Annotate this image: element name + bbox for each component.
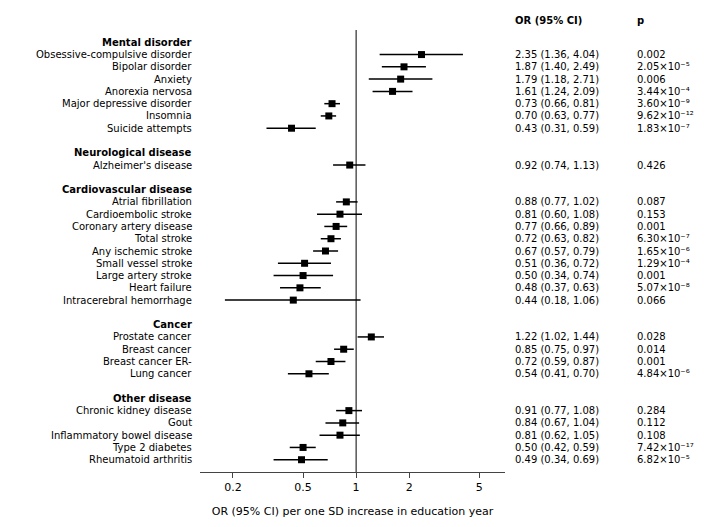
svg-text:1.22 (1.02, 1.44): 1.22 (1.02, 1.44) [515, 331, 599, 342]
svg-text:Other disease: Other disease [113, 393, 192, 404]
svg-text:0.81 (0.60, 1.08): 0.81 (0.60, 1.08) [515, 209, 599, 220]
svg-text:0.284: 0.284 [637, 405, 666, 416]
svg-text:OR (95% CI) per one SD increas: OR (95% CI) per one SD increase in educa… [212, 505, 494, 518]
svg-text:Large artery stroke: Large artery stroke [96, 270, 192, 281]
svg-text:Intracerebral hemorrhage: Intracerebral hemorrhage [63, 295, 192, 306]
svg-text:2.35 (1.36, 4.04): 2.35 (1.36, 4.04) [515, 49, 599, 60]
svg-text:Alzheimer's disease: Alzheimer's disease [93, 160, 192, 171]
svg-text:0.43 (0.31, 0.59): 0.43 (0.31, 0.59) [515, 123, 599, 134]
svg-text:4.84×10⁻⁶: 4.84×10⁻⁶ [637, 368, 690, 379]
svg-text:OR (95% CI): OR (95% CI) [515, 15, 582, 26]
svg-text:0.48 (0.37, 0.63): 0.48 (0.37, 0.63) [515, 282, 599, 293]
svg-text:0.91 (0.77, 1.08): 0.91 (0.77, 1.08) [515, 405, 599, 416]
svg-text:0.84 (0.67, 1.04): 0.84 (0.67, 1.04) [515, 417, 599, 428]
svg-text:Gout: Gout [168, 417, 192, 428]
svg-text:0.77 (0.66, 0.89): 0.77 (0.66, 0.89) [515, 221, 599, 232]
svg-text:0.5: 0.5 [294, 481, 312, 494]
svg-text:Suicide attempts: Suicide attempts [107, 123, 192, 134]
svg-text:0.426: 0.426 [637, 160, 666, 171]
svg-text:1: 1 [353, 481, 360, 494]
svg-text:3.44×10⁻⁴: 3.44×10⁻⁴ [637, 86, 690, 97]
svg-text:Cancer: Cancer [153, 319, 192, 330]
svg-text:5: 5 [476, 481, 483, 494]
svg-text:0.49 (0.34, 0.69): 0.49 (0.34, 0.69) [515, 454, 599, 465]
svg-text:Type 2 diabetes: Type 2 diabetes [112, 442, 192, 453]
svg-text:1.79 (1.18, 2.71): 1.79 (1.18, 2.71) [515, 74, 599, 85]
svg-text:Mental disorder: Mental disorder [102, 37, 192, 48]
svg-text:0.81 (0.62, 1.05): 0.81 (0.62, 1.05) [515, 430, 599, 441]
svg-text:1.83×10⁻⁷: 1.83×10⁻⁷ [637, 123, 690, 134]
svg-text:0.51 (0.36, 0.72): 0.51 (0.36, 0.72) [515, 258, 599, 269]
svg-text:Cardiovascular disease: Cardiovascular disease [62, 184, 192, 195]
svg-text:0.112: 0.112 [637, 417, 666, 428]
svg-text:0.001: 0.001 [637, 221, 666, 232]
svg-text:1.87 (1.40, 2.49): 1.87 (1.40, 2.49) [515, 61, 599, 72]
svg-text:0.014: 0.014 [637, 344, 666, 355]
svg-text:0.85 (0.75, 0.97): 0.85 (0.75, 0.97) [515, 344, 599, 355]
svg-text:Any ischemic stroke: Any ischemic stroke [92, 246, 192, 257]
svg-text:0.88 (0.77, 1.02): 0.88 (0.77, 1.02) [515, 196, 599, 207]
svg-text:Obsessive-compulsive disorder: Obsessive-compulsive disorder [36, 49, 192, 60]
svg-text:Heart failure: Heart failure [129, 282, 192, 293]
svg-text:0.50 (0.34, 0.74): 0.50 (0.34, 0.74) [515, 270, 599, 281]
svg-text:0.028: 0.028 [637, 331, 666, 342]
svg-text:6.82×10⁻⁵: 6.82×10⁻⁵ [637, 454, 690, 465]
svg-text:Coronary artery disease: Coronary artery disease [72, 221, 192, 232]
svg-text:2.05×10⁻⁵: 2.05×10⁻⁵ [637, 61, 690, 72]
svg-text:0.54 (0.41, 0.70): 0.54 (0.41, 0.70) [515, 368, 599, 379]
svg-text:Inflammatory bowel disease: Inflammatory bowel disease [51, 430, 192, 441]
svg-text:7.42×10⁻¹⁷: 7.42×10⁻¹⁷ [637, 442, 694, 453]
svg-text:0.72 (0.63, 0.82): 0.72 (0.63, 0.82) [515, 233, 599, 244]
svg-text:Rheumatoid arthritis: Rheumatoid arthritis [89, 454, 192, 465]
svg-text:Neurological disease: Neurological disease [74, 147, 192, 158]
svg-text:0.92 (0.74, 1.13): 0.92 (0.74, 1.13) [515, 160, 599, 171]
svg-text:0.73 (0.66, 0.81): 0.73 (0.66, 0.81) [515, 98, 599, 109]
svg-text:0.001: 0.001 [637, 356, 666, 367]
svg-text:Breast cancer: Breast cancer [122, 344, 192, 355]
svg-text:Total stroke: Total stroke [134, 233, 192, 244]
svg-text:0.153: 0.153 [637, 209, 666, 220]
svg-text:3.60×10⁻⁹: 3.60×10⁻⁹ [637, 98, 690, 109]
svg-text:Prostate cancer: Prostate cancer [113, 331, 192, 342]
svg-text:0.002: 0.002 [637, 49, 666, 60]
svg-text:Bipolar disorder: Bipolar disorder [112, 61, 192, 72]
svg-text:0.066: 0.066 [637, 295, 666, 306]
svg-text:2: 2 [406, 481, 413, 494]
svg-text:9.62×10⁻¹²: 9.62×10⁻¹² [637, 110, 694, 121]
svg-text:Atrial fibrillation: Atrial fibrillation [112, 196, 192, 207]
svg-text:Chronic kidney disease: Chronic kidney disease [76, 405, 192, 416]
svg-text:0.006: 0.006 [637, 74, 666, 85]
svg-text:0.50 (0.42, 0.59): 0.50 (0.42, 0.59) [515, 442, 599, 453]
svg-text:Major depressive disorder: Major depressive disorder [62, 98, 192, 109]
svg-text:1.61 (1.24, 2.09): 1.61 (1.24, 2.09) [515, 86, 599, 97]
svg-text:6.30×10⁻⁷: 6.30×10⁻⁷ [637, 233, 690, 244]
svg-text:Lung cancer: Lung cancer [130, 368, 192, 379]
svg-text:1.65×10⁻⁶: 1.65×10⁻⁶ [637, 246, 690, 257]
svg-text:0.087: 0.087 [637, 196, 666, 207]
svg-text:Breast cancer ER-: Breast cancer ER- [103, 356, 192, 367]
svg-text:5.07×10⁻⁸: 5.07×10⁻⁸ [637, 282, 690, 293]
svg-text:1.29×10⁻⁴: 1.29×10⁻⁴ [637, 258, 690, 269]
svg-text:0.108: 0.108 [637, 430, 666, 441]
svg-text:Cardioembolic stroke: Cardioembolic stroke [86, 209, 192, 220]
svg-text:0.2: 0.2 [224, 481, 242, 494]
svg-text:0.70 (0.63, 0.77): 0.70 (0.63, 0.77) [515, 110, 599, 121]
svg-text:0.72 (0.59, 0.87): 0.72 (0.59, 0.87) [515, 356, 599, 367]
svg-text:Insomnia: Insomnia [146, 110, 192, 121]
svg-text:Small vessel stroke: Small vessel stroke [96, 258, 192, 269]
svg-text:p: p [637, 15, 644, 26]
svg-text:Anorexia nervosa: Anorexia nervosa [105, 86, 192, 97]
svg-text:0.67 (0.57, 0.79): 0.67 (0.57, 0.79) [515, 246, 599, 257]
svg-text:0.001: 0.001 [637, 270, 666, 281]
svg-text:0.44 (0.18, 1.06): 0.44 (0.18, 1.06) [515, 295, 599, 306]
svg-text:Anxiety: Anxiety [154, 74, 192, 85]
